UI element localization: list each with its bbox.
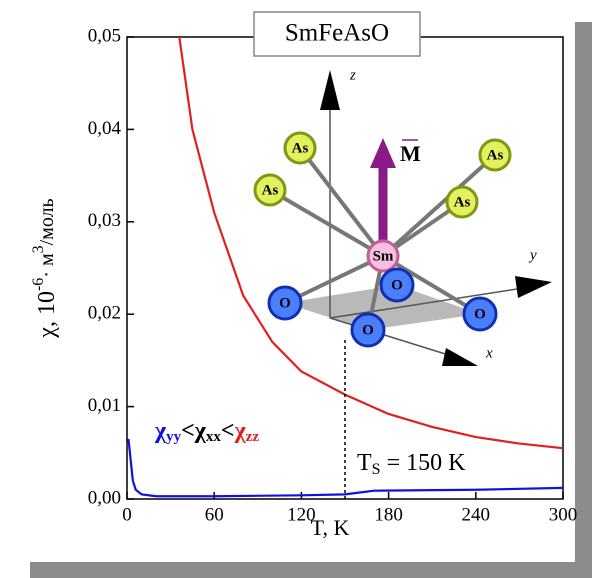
- y-label-part: 3: [30, 245, 47, 253]
- atom-label: As: [292, 140, 309, 156]
- axis-name: x: [485, 345, 493, 361]
- atom-label: O: [474, 306, 486, 322]
- annotation-part: = 150 K: [381, 450, 467, 476]
- atom-label: As: [262, 182, 279, 198]
- y-tick-label: 0,03: [88, 210, 121, 231]
- chart-title: SmFeAsO: [285, 20, 389, 47]
- x-tick-label: 180: [374, 504, 403, 525]
- atom-label: O: [391, 277, 403, 293]
- axis-name: z: [349, 67, 356, 83]
- x-axis-label: T, K: [311, 515, 350, 540]
- legend-sub: yy: [166, 429, 182, 445]
- y-tick-label: 0,01: [88, 395, 121, 416]
- axis-name: y: [528, 247, 537, 263]
- legend-symbol: χ: [154, 418, 167, 444]
- y-label-part: -6: [30, 278, 47, 291]
- y-label-part: χ, 10: [34, 291, 60, 339]
- x-tick-label: 120: [287, 504, 316, 525]
- legend-separator: <: [181, 418, 195, 444]
- y-tick-label: 0,00: [88, 487, 121, 508]
- chart: SmFeAsO T, K χ, 10-6· м3/моль 0 60 120 180 2…: [0, 0, 600, 578]
- atom-label: Sm: [373, 248, 394, 264]
- legend-symbol: χ: [194, 418, 207, 444]
- atom-label: O: [362, 322, 374, 338]
- legend-sub: zz: [246, 429, 260, 445]
- legend-separator: <: [221, 418, 235, 444]
- x-tick-label: 300: [549, 504, 578, 525]
- annotation-part: S: [372, 461, 381, 478]
- y-label-part: · м: [36, 253, 58, 278]
- y-label-part: /моль: [36, 198, 58, 245]
- legend-symbol: χ: [234, 418, 247, 444]
- moment-label: M: [400, 141, 421, 166]
- y-tick-label: 0,05: [88, 25, 121, 46]
- x-tick-label: 240: [462, 504, 491, 525]
- panel: [8, 0, 575, 562]
- atom-label: As: [487, 147, 504, 163]
- y-tick-label: 0,04: [88, 118, 122, 139]
- legend-sub: xx: [206, 429, 222, 445]
- annotation-part: T: [357, 450, 372, 476]
- atom-label: O: [279, 295, 291, 311]
- y-tick-label: 0,02: [88, 303, 121, 324]
- x-tick-label: 0: [122, 504, 132, 525]
- x-tick-label: 60: [205, 504, 224, 525]
- atom-label: As: [454, 194, 471, 210]
